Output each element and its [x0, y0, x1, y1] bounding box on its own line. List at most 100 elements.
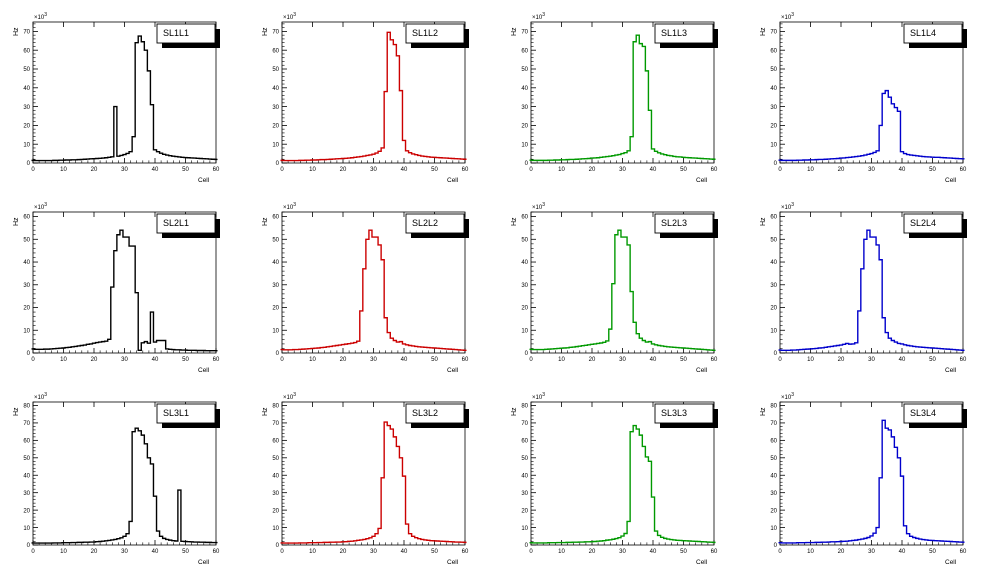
svg-text:50: 50 [680, 549, 687, 555]
svg-text:50: 50 [182, 357, 189, 363]
svg-text:40: 40 [272, 473, 279, 479]
svg-text:30: 30 [370, 357, 377, 363]
histogram-curve [280, 31, 467, 162]
svg-text:30: 30 [770, 105, 777, 111]
svg-text:0: 0 [525, 161, 529, 167]
svg-text:50: 50 [929, 167, 936, 173]
legend-label-sl3l4: SL3L4 [910, 408, 937, 418]
svg-text:20: 20 [23, 306, 30, 312]
svg-text:50: 50 [770, 67, 777, 73]
svg-text:40: 40 [23, 86, 30, 92]
svg-text:10: 10 [807, 167, 814, 173]
svg-text:40: 40 [770, 260, 777, 266]
svg-text:30: 30 [619, 549, 626, 555]
svg-text:0: 0 [31, 549, 35, 555]
svg-text:60: 60 [711, 549, 718, 555]
svg-text:0: 0 [276, 161, 280, 167]
exponent-power: 3 [293, 392, 296, 398]
histogram-panel-sl2l3: 0 10 20 30 40 50 60 0 10 20 30 40 50 60 SL2L3 Hz ×103 Cel… [498, 190, 747, 380]
exponent-base: ×10 [34, 395, 45, 401]
svg-text:40: 40 [401, 167, 408, 173]
svg-text:20: 20 [91, 357, 98, 363]
histogram-panel-sl1l2: 0 10 20 30 40 50 60 0 10 20 30 40 50 60 70 SL1L2 Hz ×103 C… [249, 0, 498, 190]
svg-text:60: 60 [711, 167, 718, 173]
histogram-panel-sl1l4: 0 10 20 30 40 50 60 0 10 20 30 40 50 60 70 SL1L4 Hz ×103 C… [747, 0, 996, 190]
svg-text:0: 0 [276, 351, 280, 357]
x-axis-label: Cell [447, 367, 459, 374]
histogram-panel-sl2l2: 0 10 20 30 40 50 60 0 10 20 30 40 50 60 SL2L2 Hz ×103 Cel… [249, 190, 498, 380]
svg-text:10: 10 [770, 142, 777, 148]
exponent-base: ×10 [781, 15, 792, 21]
svg-text:20: 20 [272, 124, 279, 130]
svg-text:30: 30 [521, 105, 528, 111]
svg-text:40: 40 [152, 167, 159, 173]
exponent-base: ×10 [34, 15, 45, 21]
svg-text:60: 60 [521, 439, 528, 445]
svg-text:60: 60 [770, 215, 777, 221]
svg-text:10: 10 [23, 328, 30, 334]
plot-area-sl1l3: 0 10 20 30 40 50 60 0 10 20 30 40 50 60 70 [521, 21, 718, 173]
y-axis-exponent: ×103 [283, 392, 296, 401]
svg-text:20: 20 [770, 508, 777, 514]
svg-text:10: 10 [272, 526, 279, 532]
svg-text:20: 20 [770, 124, 777, 130]
legend-box [903, 23, 963, 44]
svg-text:40: 40 [770, 473, 777, 479]
svg-text:10: 10 [770, 328, 777, 334]
svg-text:0: 0 [529, 167, 533, 173]
histogram-panel-sl2l1: 0 10 20 30 40 50 60 0 10 20 30 40 50 60 SL2L1 Hz ×103 Cel… [0, 190, 249, 380]
svg-text:0: 0 [27, 161, 31, 167]
svg-text:40: 40 [521, 260, 528, 266]
exponent-power: 3 [791, 12, 794, 18]
exponent-power: 3 [791, 202, 794, 208]
svg-text:20: 20 [589, 357, 596, 363]
svg-text:60: 60 [960, 167, 967, 173]
svg-text:30: 30 [619, 167, 626, 173]
svg-text:10: 10 [807, 549, 814, 555]
svg-text:30: 30 [121, 549, 128, 555]
plot-area-sl1l2: 0 10 20 30 40 50 60 0 10 20 30 40 50 60 70 [272, 21, 469, 173]
svg-text:20: 20 [838, 357, 845, 363]
y-axis-label: Hz [262, 407, 269, 416]
svg-text:60: 60 [272, 48, 279, 54]
svg-text:60: 60 [521, 215, 528, 221]
svg-text:50: 50 [680, 167, 687, 173]
x-axis-label: Cell [447, 177, 459, 184]
x-axis-label: Cell [447, 559, 459, 566]
svg-text:60: 60 [462, 167, 469, 173]
svg-text:30: 30 [370, 167, 377, 173]
svg-text:60: 60 [213, 167, 220, 173]
svg-text:30: 30 [868, 549, 875, 555]
y-axis-label: Hz [262, 27, 269, 36]
svg-text:70: 70 [272, 30, 279, 36]
histogram-curve [778, 229, 965, 351]
exponent-base: ×10 [34, 205, 45, 211]
x-axis-label: Cell [696, 367, 708, 374]
histogram-curve [529, 424, 716, 544]
svg-text:70: 70 [23, 30, 30, 36]
plot-area-sl3l2: 0 10 20 30 40 50 60 0 10 20 30 40 50 60 70 80 [272, 401, 469, 555]
legend-box [903, 213, 963, 234]
svg-text:0: 0 [27, 351, 31, 357]
svg-text:40: 40 [899, 167, 906, 173]
plot-area-sl2l2: 0 10 20 30 40 50 60 0 10 20 30 40 50 60 [272, 211, 469, 363]
svg-text:70: 70 [23, 421, 30, 427]
histogram-panel-sl2l4: 0 10 20 30 40 50 60 0 10 20 30 40 50 60 SL2L4 Hz ×103 Cel… [747, 190, 996, 380]
histogram-curve [280, 229, 467, 351]
svg-text:0: 0 [778, 167, 782, 173]
svg-text:50: 50 [521, 67, 528, 73]
svg-text:60: 60 [711, 357, 718, 363]
svg-text:20: 20 [589, 167, 596, 173]
exponent-power: 3 [44, 202, 47, 208]
svg-text:50: 50 [23, 67, 30, 73]
svg-text:60: 60 [462, 549, 469, 555]
y-axis-exponent: ×103 [34, 202, 47, 211]
y-axis-exponent: ×103 [532, 392, 545, 401]
svg-text:60: 60 [960, 357, 967, 363]
svg-text:0: 0 [529, 357, 533, 363]
y-axis-label: Hz [511, 27, 518, 36]
legend-box [156, 403, 216, 424]
svg-text:10: 10 [60, 167, 67, 173]
histogram-panel-sl3l1: 0 10 20 30 40 50 60 0 10 20 30 40 50 60 70 80 SL3L1 Hz ×10… [0, 380, 249, 572]
svg-text:60: 60 [213, 549, 220, 555]
